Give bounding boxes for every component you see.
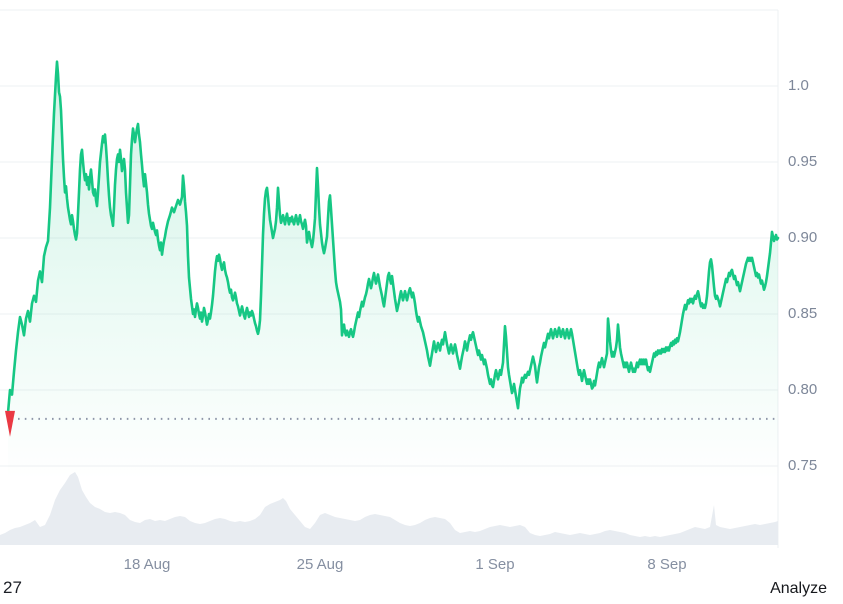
x-axis-label: 25 Aug xyxy=(296,556,344,573)
price-area xyxy=(8,61,778,545)
start-drop-marker-icon xyxy=(5,410,15,437)
x-axis-label: 1 Sep xyxy=(475,556,515,573)
x-axis-label: 8 Sep xyxy=(647,556,687,573)
y-axis-label: 0.85 xyxy=(788,305,818,322)
y-axis-label: 0.90 xyxy=(788,229,818,246)
y-axis-label: 1.0 xyxy=(788,77,809,94)
y-axis-label: 0.80 xyxy=(788,381,818,398)
x-axis-label: 18 Aug xyxy=(123,556,171,573)
y-axis-label: 0.95 xyxy=(788,153,818,170)
footer-left-text: 27 xyxy=(3,578,22,597)
price-line xyxy=(6,60,780,415)
y-axis-label: 0.75 xyxy=(788,457,818,474)
analyze-button[interactable]: Analyze xyxy=(770,580,827,597)
